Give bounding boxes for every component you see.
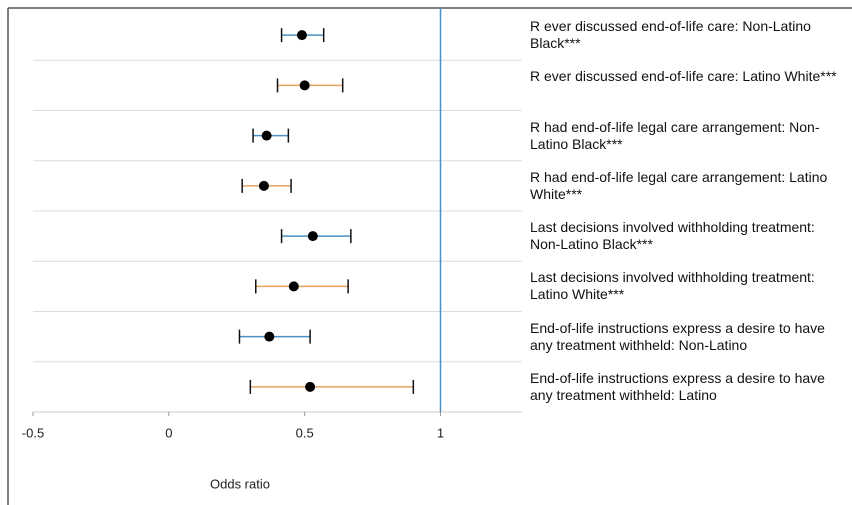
row-label: Last decisions involved withholding trea…: [530, 219, 815, 253]
point-estimate: [305, 381, 316, 392]
x-tick-label: 1: [437, 425, 444, 440]
x-tick-label: 0: [165, 425, 172, 440]
point-estimate: [261, 130, 272, 141]
x-axis-label: Odds ratio: [210, 476, 270, 491]
row-label: R had end-of-life legal care arrangement…: [530, 118, 820, 152]
row-label: R had end-of-life legal care arrangement…: [530, 168, 828, 202]
point-estimate: [307, 231, 318, 242]
row-label: Last decisions involved withholding trea…: [530, 269, 815, 303]
row-label: R ever discussed end-of-life care: Latin…: [530, 68, 837, 85]
point-estimate: [299, 80, 310, 91]
point-estimate: [258, 180, 269, 191]
row-label: R ever discussed end-of-life care: Non-L…: [530, 18, 811, 52]
point-estimate: [296, 30, 307, 41]
x-tick-label: 0.5: [296, 425, 314, 440]
point-estimate: [288, 281, 299, 292]
point-estimate: [264, 331, 275, 342]
row-label: End-of-life instructions express a desir…: [530, 369, 825, 403]
x-tick-label: -0.5: [22, 425, 44, 440]
row-label: End-of-life instructions express a desir…: [530, 319, 825, 353]
